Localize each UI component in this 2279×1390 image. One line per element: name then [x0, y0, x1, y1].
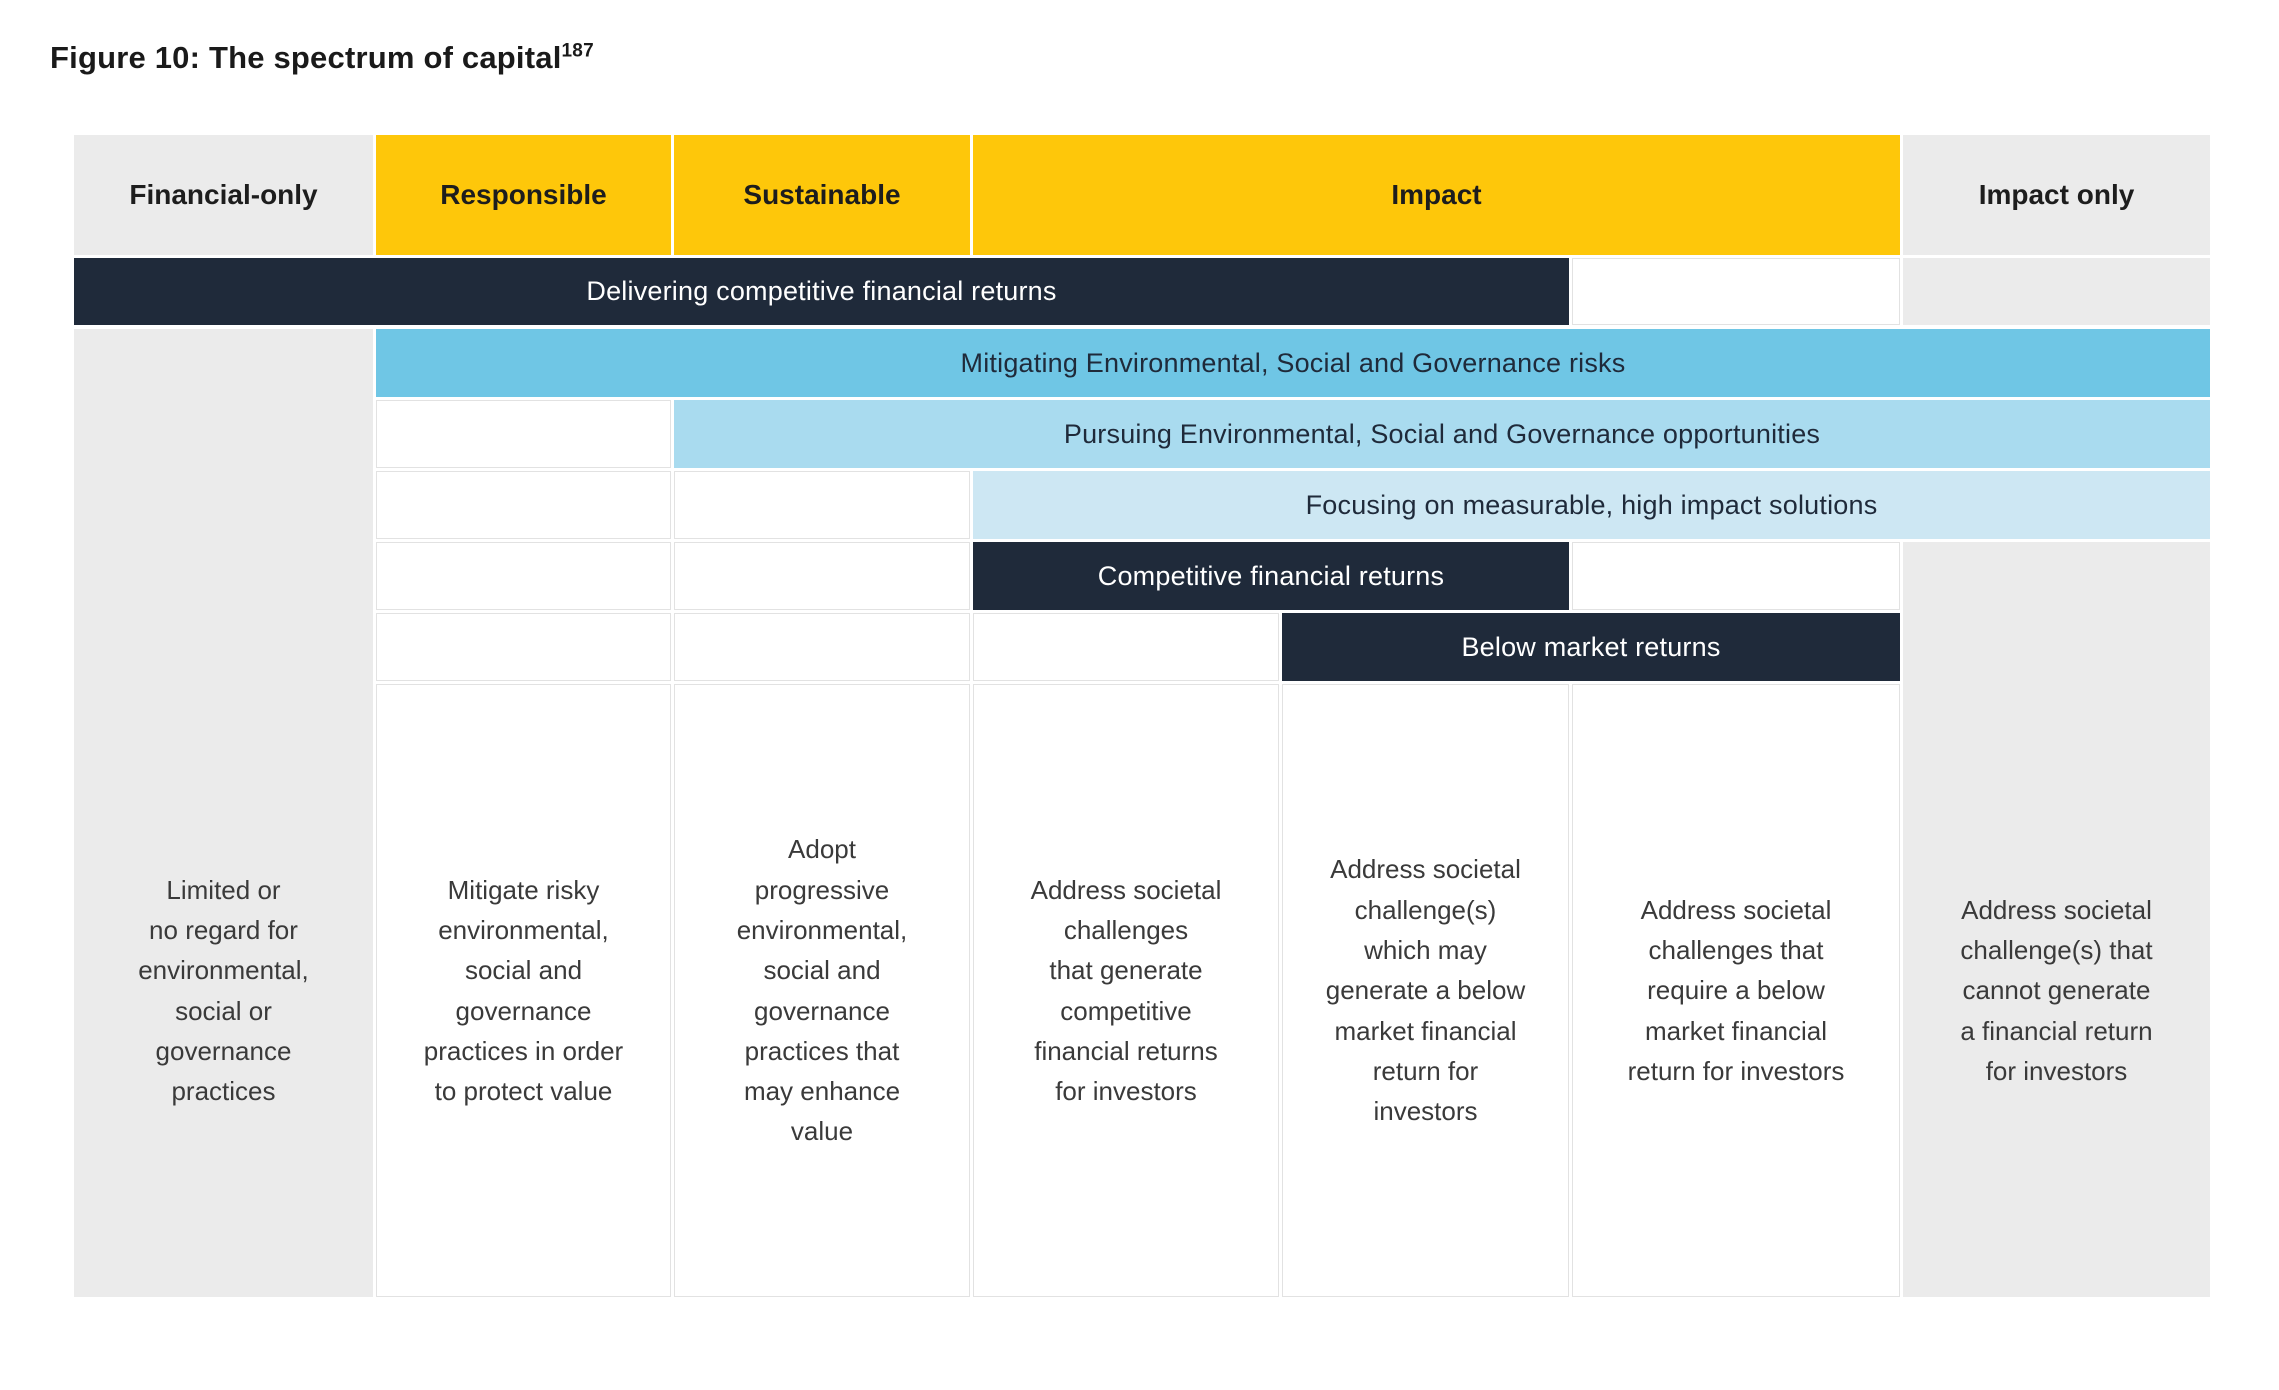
- impact-only-column-background-lower: [1903, 542, 2210, 1297]
- bar-mitigating-esg-risks: Mitigating Environmental, Social and Gov…: [376, 329, 2210, 397]
- empty-cell: [376, 400, 671, 468]
- empty-cell: [674, 613, 970, 681]
- header-responsible: Responsible: [376, 135, 671, 255]
- header-impact: Impact: [973, 135, 1900, 255]
- bar-pursuing-esg-opportunities: Pursuing Environmental, Social and Gover…: [674, 400, 2210, 468]
- spectrum-of-capital-diagram: Financial-only Responsible Sustainable I…: [74, 135, 2210, 1297]
- empty-cell: [1572, 258, 1900, 325]
- description-impact-below-market-may: Address societal challenge(s) which may …: [1282, 684, 1569, 1297]
- impact-only-column-background-top: [1903, 258, 2210, 325]
- bar-delivering-competitive-returns: Delivering competitive financial returns: [74, 258, 1569, 325]
- description-sustainable: Adopt progressive environmental, social …: [674, 684, 970, 1297]
- empty-cell: [674, 542, 970, 610]
- bar-competitive-financial-returns: Competitive financial returns: [973, 542, 1569, 610]
- description-impact-below-market-require: Address societal challenges that require…: [1572, 684, 1900, 1297]
- description-financial-only: Limited or no regard for environmental, …: [138, 874, 309, 1107]
- figure-title-text: Figure 10: The spectrum of capital: [50, 40, 562, 75]
- figure-title: Figure 10: The spectrum of capital187: [50, 40, 594, 76]
- empty-cell: [674, 471, 970, 539]
- empty-cell: [1572, 542, 1900, 610]
- description-responsible: Mitigate risky environmental, social and…: [376, 684, 671, 1297]
- bar-below-market-returns: Below market returns: [1282, 613, 1900, 681]
- empty-cell: [376, 471, 671, 539]
- figure-footnote-ref: 187: [561, 40, 594, 62]
- description-impact-only: Address societal challenge(s) that canno…: [1960, 894, 2153, 1086]
- empty-cell: [376, 613, 671, 681]
- header-sustainable: Sustainable: [674, 135, 970, 255]
- financial-only-column-background: [74, 329, 373, 1297]
- empty-cell: [376, 542, 671, 610]
- description-impact-competitive: Address societal challenges that generat…: [973, 684, 1279, 1297]
- empty-cell: [973, 613, 1279, 681]
- header-impact-only: Impact only: [1903, 135, 2210, 255]
- header-financial-only: Financial-only: [74, 135, 373, 255]
- bar-focusing-high-impact-solutions: Focusing on measurable, high impact solu…: [973, 471, 2210, 539]
